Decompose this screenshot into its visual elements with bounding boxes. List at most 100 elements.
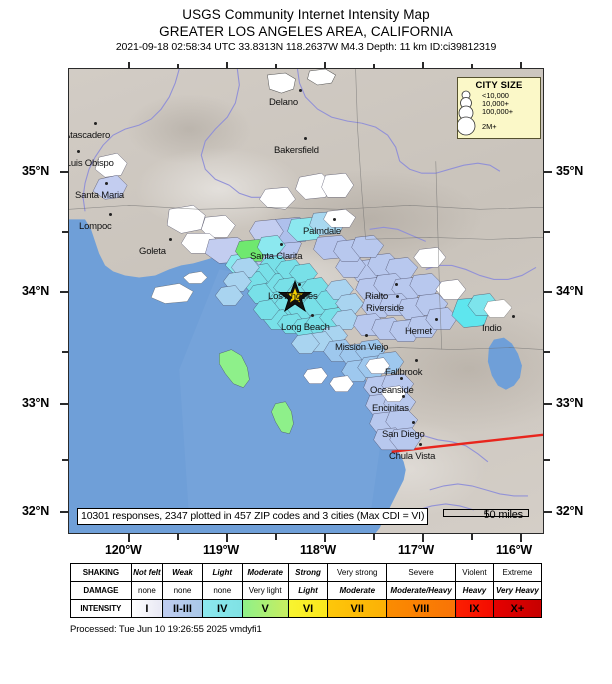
lat-tick (60, 403, 68, 405)
zip-polygon (257, 235, 286, 256)
intensity-cell-iv: IV (201, 599, 243, 618)
lat-tick (62, 459, 68, 461)
zip-polygon (335, 293, 364, 314)
river (361, 122, 401, 162)
city-size-item-3: 100,000+ (482, 107, 514, 117)
city-label: Rialto (365, 291, 389, 302)
damage-cell-vi: Light (287, 581, 329, 600)
damage-cell-ix: Heavy (455, 581, 494, 600)
river (200, 69, 240, 186)
city-dot (396, 295, 399, 298)
shaking-cell-x+: Extreme (492, 563, 543, 582)
river (94, 69, 180, 158)
lon-tick (128, 534, 130, 542)
river (417, 503, 475, 511)
lon-tick (324, 534, 326, 542)
lat-label-34n-right: 34°N (556, 284, 584, 298)
river (228, 184, 266, 198)
city-label: Santa Maria (75, 190, 125, 201)
shaking-cell-i: Not felt (130, 563, 164, 582)
row-header-shaking: SHAKING (70, 563, 132, 582)
damage-cell-iv: none (201, 581, 243, 600)
county-line (355, 69, 366, 240)
zip-polygon (435, 279, 467, 300)
lat-tick (544, 403, 552, 405)
lat-label-35n-right: 35°N (556, 164, 584, 178)
zip-polygon (425, 307, 459, 330)
lon-label-120w: 120°W (105, 543, 142, 557)
lat-label-32n-right: 32°N (556, 504, 584, 518)
scale-bar (443, 509, 529, 517)
city-label: Oceanside (370, 385, 414, 396)
row-header-intensity: INTENSITY (70, 599, 132, 618)
city-dot (299, 89, 302, 92)
city-size-legend-items: <10,000 10,000+ 100,000+ (482, 91, 514, 117)
city-size-item-1: <10,000 (482, 91, 509, 100)
damage-cell-v: Very light (241, 581, 289, 600)
shaking-cell-iv: Light (201, 563, 243, 582)
river (82, 156, 96, 212)
city-dot (77, 150, 80, 153)
river (399, 160, 450, 174)
lat-tick (60, 291, 68, 293)
zip-polygon (365, 357, 390, 374)
lon-tick (520, 62, 522, 70)
county-line (435, 161, 443, 350)
lon-tick (471, 534, 473, 540)
intensity-map[interactable]: CITY SIZE <10,000 10,000+ 100,000+ 2M+ D… (68, 68, 544, 534)
lon-tick (177, 64, 179, 70)
damage-cell-vii: Moderate (327, 581, 388, 600)
city-size-item-2: 10,000+ (482, 99, 509, 109)
shaking-cell-vi: Strong (287, 563, 329, 582)
city-dot (304, 137, 307, 140)
river (449, 162, 501, 172)
city-dot (402, 395, 405, 398)
damage-cell-viii: Moderate/Heavy (386, 581, 457, 600)
lon-label-117w: 117°W (398, 543, 434, 557)
zip-polygon (389, 427, 422, 450)
lat-tick (544, 231, 550, 233)
city-label: Palmdale (303, 226, 342, 237)
zip-polygon (381, 385, 406, 402)
city-size-item-4: 2M+ (482, 122, 497, 131)
lon-label-118w: 118°W (300, 543, 336, 557)
lon-tick (177, 534, 179, 540)
intensity-cell-vii: VII (327, 599, 388, 618)
mexico-border (391, 433, 543, 454)
county-line (365, 237, 543, 240)
city-dot (105, 182, 108, 185)
city-label: Bakersfield (274, 145, 319, 156)
city-label: Riverside (366, 303, 404, 314)
zip-polygon (329, 375, 354, 392)
city-dot (298, 283, 301, 286)
shaking-cell-v: Moderate (241, 563, 289, 582)
city-size-circles (458, 90, 476, 136)
lon-tick (275, 64, 277, 70)
city-label: Fallbrook (385, 367, 423, 378)
zip-polygon (92, 175, 128, 200)
city-label: Los Angeles (268, 291, 318, 302)
city-label: Long Beach (281, 322, 330, 333)
lat-tick (60, 511, 68, 513)
city-size-legend: CITY SIZE <10,000 10,000+ 100,000+ 2M+ (457, 77, 541, 139)
city-dot (109, 213, 112, 216)
river (429, 483, 528, 497)
city-dot (311, 314, 314, 317)
processed-timestamp: Processed: Tue Jun 10 19:26:55 2025 vmdy… (70, 624, 262, 635)
river (296, 69, 362, 124)
lake-isabella (267, 72, 296, 94)
city-label: San Luis Obispo (69, 158, 114, 169)
scale-bar-label: 50 miles (483, 509, 524, 521)
salton-sea (487, 337, 522, 390)
lon-label-116w: 116°W (496, 543, 532, 557)
river (409, 429, 489, 463)
lon-tick (275, 534, 277, 540)
lon-label-119w: 119°W (203, 543, 239, 557)
lat-tick (544, 291, 552, 293)
island-san-clemente (271, 401, 294, 434)
lat-label-32n: 32°N (22, 504, 50, 518)
damage-cell-x+: Very Heavy (492, 581, 543, 600)
zip-polygon (483, 299, 513, 318)
zip-polygon (331, 309, 360, 330)
city-label: Santa Clarita (250, 251, 303, 262)
